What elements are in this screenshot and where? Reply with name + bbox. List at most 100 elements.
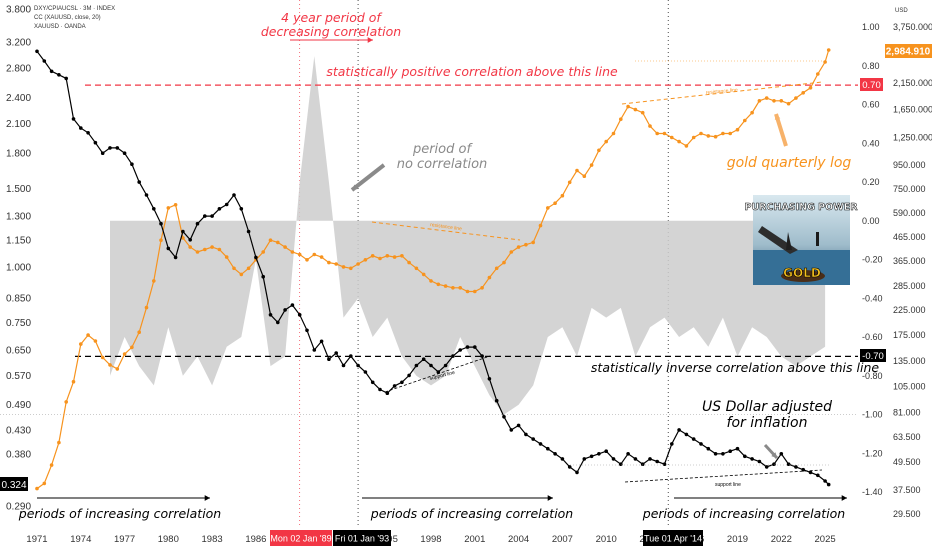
left-axis-tick: 0.490	[6, 400, 31, 411]
dollar-series-point	[494, 398, 499, 403]
gold-series-point	[509, 250, 514, 254]
gold-series-point	[312, 252, 317, 257]
gold-series-point	[239, 272, 244, 277]
gold-series-point	[144, 305, 149, 310]
gold-series-point	[385, 254, 390, 258]
gold-series-point	[655, 131, 659, 136]
correlation-axis-tick: -1.20	[862, 448, 883, 458]
dollar-series-point	[297, 313, 302, 317]
gold-axis-tick: 135.000	[893, 356, 926, 366]
dollar-series-point	[363, 370, 368, 374]
gold-axis-tick: 1,250.000	[893, 133, 932, 143]
gold-axis-tick: 465.000	[893, 232, 926, 242]
gold-axis-tick: 81.000	[893, 408, 921, 418]
dollar-series-point	[378, 387, 382, 392]
gold-series-point	[137, 330, 141, 335]
gold-series-point	[648, 124, 652, 128]
gold-series-point	[721, 131, 725, 136]
mid-resistance-line	[371, 221, 521, 241]
gold-series-point	[516, 245, 521, 249]
dollar-series-point	[823, 479, 827, 483]
gold-series-point	[283, 245, 287, 249]
dollar-series-point	[553, 452, 557, 456]
gold-series-point	[764, 96, 769, 100]
x-axis-tick: 2025	[815, 534, 836, 545]
left-axis-tick: 0.290	[6, 502, 31, 513]
gold-series-point	[327, 260, 331, 265]
dollar-value-badge	[0, 477, 28, 491]
gold-series-point	[79, 342, 83, 346]
dollar-series-point	[750, 457, 754, 461]
gold-series-point	[640, 110, 645, 115]
correlation-axis-tick: -1.00	[862, 410, 883, 420]
dollar-series-point	[502, 415, 506, 419]
dollar-series-point	[706, 446, 711, 451]
gold-series-point	[305, 258, 309, 262]
positive-corr-badge	[860, 78, 883, 91]
increasing-arrow-1-head	[204, 495, 210, 501]
x-axis-tick: 1971	[26, 534, 47, 545]
gold-series-point	[71, 379, 76, 384]
gold-series-point	[414, 266, 419, 271]
gold-series-point	[779, 99, 784, 103]
symbol-info: DXY/CPIAUCSL · 3M · INDEX	[34, 6, 115, 12]
crosshair-date-3: Tue 01 Apr '14	[644, 534, 702, 544]
dollar-series-point	[122, 151, 127, 155]
dollar-series-point	[604, 449, 608, 454]
dollar-series-point	[254, 255, 258, 260]
dollar-series-point	[743, 454, 747, 459]
gold-series-point	[122, 352, 127, 356]
dollar-series-point	[385, 391, 390, 396]
left-axis-tick: 0.380	[6, 449, 31, 460]
dollar-series-point	[79, 126, 83, 130]
dollar-series-point	[611, 457, 616, 461]
dollar-series-point	[283, 308, 287, 312]
correlation-axis-tick: 0.40	[862, 138, 880, 148]
dollar-series-point	[619, 462, 623, 467]
gold-series-point	[400, 254, 404, 258]
x-axis-tick: 2004	[508, 534, 529, 545]
dollar-series-point	[217, 207, 222, 211]
dollar-series-point	[691, 437, 696, 441]
dollar-series-point	[35, 49, 39, 54]
left-axis-tick: 1.300	[6, 212, 31, 223]
dollar-series-point	[473, 345, 477, 349]
dollar-series-point	[560, 457, 565, 461]
gold-series-point	[538, 223, 543, 228]
gold-series-point	[203, 247, 207, 252]
gold-series-point	[713, 134, 718, 139]
dollar-series-point	[662, 462, 667, 467]
dollar-series-point	[210, 214, 214, 218]
gold-series-point	[378, 256, 382, 261]
dollar-series-point	[327, 357, 331, 362]
gold-axis-tick: 1,650.000	[893, 105, 932, 115]
dollar-series-point	[764, 465, 769, 469]
dollar-series-point	[57, 73, 61, 77]
no-corr-annotation-line2: no correlation	[397, 157, 488, 172]
gold-series-point	[487, 275, 492, 280]
left-axis-tick: 3.200	[6, 38, 31, 49]
dollar-series-point	[429, 363, 433, 368]
gold-series-point	[246, 266, 251, 271]
meme-top-text: PURCHASING POWER	[744, 202, 858, 213]
left-axis-tick: 1.500	[6, 184, 31, 195]
gold-series-point	[370, 254, 375, 258]
dollar-series-point	[100, 151, 105, 155]
dollar-series-point	[188, 238, 192, 242]
dollar-series-point	[349, 354, 353, 358]
dollar-series-point	[816, 473, 820, 478]
gold-series-point	[195, 250, 200, 254]
dollar-series-point	[670, 442, 674, 446]
dollar-series-point	[224, 202, 229, 207]
gold-series-point	[261, 250, 266, 254]
dollar-series-point	[115, 146, 120, 150]
dollar-series-point	[808, 470, 813, 475]
correlation-fill	[110, 56, 826, 415]
gold-series-point	[611, 131, 616, 136]
dollar-series-point	[268, 313, 273, 317]
gold-series-point	[217, 247, 222, 252]
positive-corr-annotation: statistically positive correlation above…	[326, 64, 618, 79]
gold-series-point	[699, 131, 703, 136]
gold-series-point	[575, 168, 579, 173]
gold-series-point	[743, 118, 747, 123]
